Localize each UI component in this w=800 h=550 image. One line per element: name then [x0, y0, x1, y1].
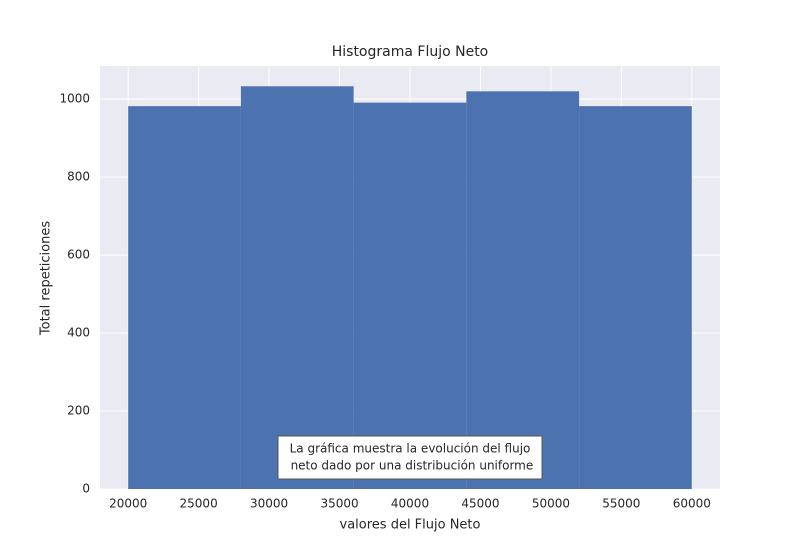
x-tick-label: 55000 [602, 497, 640, 511]
y-tick-label: 400 [67, 326, 90, 340]
bar [240, 86, 354, 489]
bar [579, 106, 692, 489]
y-tick-label: 800 [67, 170, 90, 184]
ticks: 0 200 400 600 800 1000 20000 25000 30000 35000 400… [59, 92, 710, 511]
x-tick-label: 30000 [250, 497, 288, 511]
annotation-text: neto dado por una distribución uniforme [287, 459, 534, 473]
y-tick-label: 200 [67, 404, 90, 418]
x-axis-label: valores del Flujo Neto [340, 518, 481, 533]
x-tick-label: 45000 [461, 497, 499, 511]
annotation-text: La gráfica muestra la evolución del fluj… [290, 442, 531, 456]
annotation: La gráfica muestra la evolución del fluj… [277, 435, 543, 480]
x-tick-label: 60000 [673, 497, 711, 511]
x-tick-label: 35000 [320, 497, 358, 511]
bar [128, 106, 241, 489]
bars [128, 86, 692, 490]
x-tick-label: 50000 [532, 497, 570, 511]
y-axis-label: Total repeticiones [39, 221, 54, 336]
x-tick-label: 40000 [391, 497, 429, 511]
chart-title: Histograma Flujo Neto [332, 44, 489, 60]
y-tick-label: 0 [82, 482, 90, 496]
bar [466, 91, 580, 490]
y-tick-label: 600 [67, 248, 90, 262]
y-tick-label: 1000 [59, 92, 90, 106]
annotation-box [277, 435, 543, 480]
x-tick-label: 20000 [109, 497, 147, 511]
bar [353, 102, 467, 489]
x-tick-label: 25000 [180, 497, 218, 511]
